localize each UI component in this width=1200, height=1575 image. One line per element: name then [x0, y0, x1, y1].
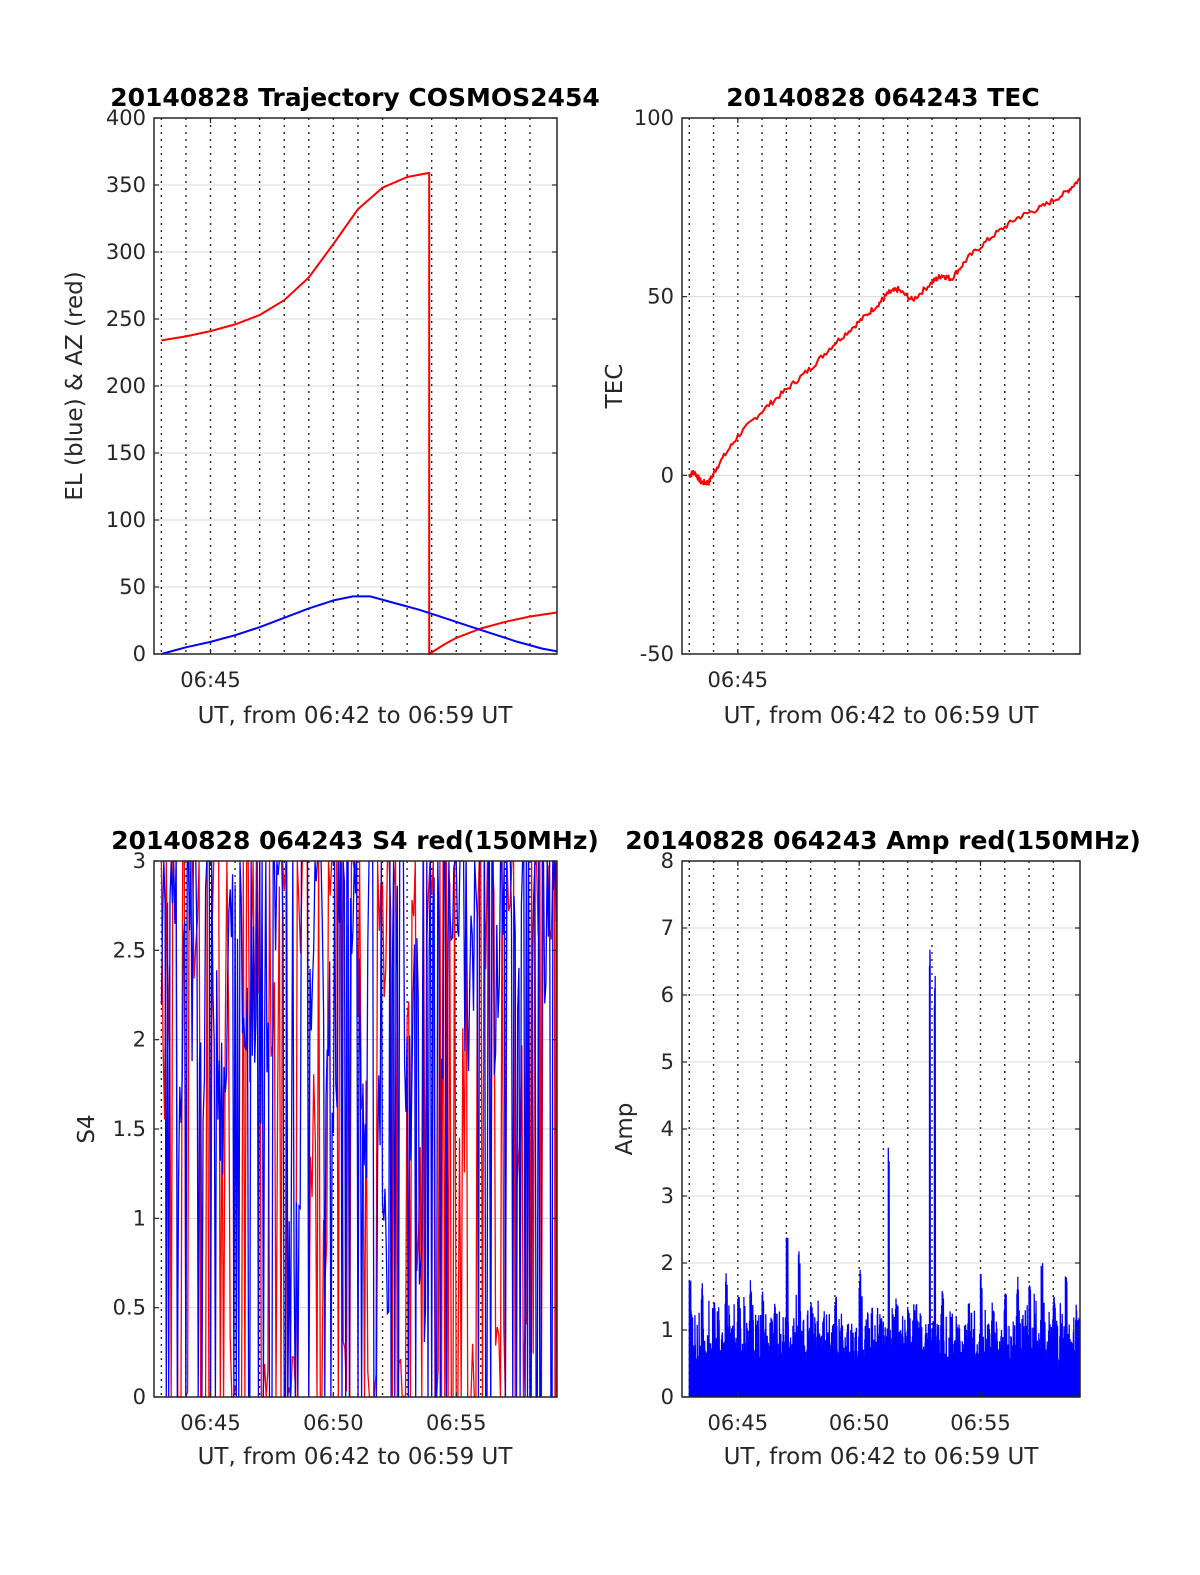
- y-tick-label: 3: [133, 849, 146, 873]
- y-tick-label: 1.5: [113, 1117, 146, 1141]
- tec-series-line: [688, 177, 1081, 486]
- y-tick-label: -50: [640, 642, 674, 666]
- panel-s4: 20140828 064243 S4 red(150MHz) 0 0.5 1 1.5 2…: [74, 826, 599, 1470]
- y-tick-label: 2.5: [113, 938, 146, 962]
- panel-tec: 20140828 064243 TEC -50 0 50 100 06:45 UT, f…: [602, 83, 1081, 729]
- x-axis-label: UT, from 06:42 to 06:59 UT: [198, 703, 514, 729]
- panel-amp-title: 20140828 064243 Amp red(150MHz): [625, 826, 1141, 855]
- x-tick-label: 06:45: [180, 1411, 241, 1435]
- y-tick-label: 1: [133, 1206, 146, 1230]
- y-tick-label: 150: [106, 441, 146, 465]
- y-tick-label: 6: [661, 983, 674, 1007]
- y-tick-label: 100: [106, 508, 146, 532]
- y-tick-label: 50: [647, 285, 674, 309]
- y-axis-label: TEC: [602, 364, 628, 410]
- x-tick-label: 06:50: [303, 1411, 364, 1435]
- x-axis-label: UT, from 06:42 to 06:59 UT: [724, 703, 1040, 729]
- y-tick-label: 0: [661, 463, 674, 487]
- y-axis-label: Amp: [612, 1103, 638, 1156]
- panel-trajectory-title: 20140828 Trajectory COSMOS2454: [110, 83, 600, 112]
- y-tick-label: 250: [106, 307, 146, 331]
- y-tick-label: 200: [106, 374, 146, 398]
- y-tick-label: 400: [106, 106, 146, 130]
- y-tick-label: 0: [661, 1385, 674, 1409]
- y-tick-label: 2: [133, 1028, 146, 1052]
- y-tick-label: 5: [661, 1050, 674, 1074]
- panel-trajectory: 20140828 Trajectory COSMOS2454 0 50 100 150…: [62, 83, 600, 729]
- y-tick-label: 0: [133, 642, 146, 666]
- y-axis-label: EL (blue) & AZ (red): [62, 271, 88, 500]
- y-tick-label: 1: [661, 1318, 674, 1342]
- y-tick-label: 3: [661, 1184, 674, 1208]
- elevation-series-line: [161, 595, 558, 655]
- x-tick-label: 06:45: [708, 668, 769, 692]
- x-tick-label: 06:45: [708, 1411, 769, 1435]
- panel-s4-title: 20140828 064243 S4 red(150MHz): [111, 826, 599, 855]
- y-tick-label: 7: [661, 916, 674, 940]
- y-tick-label: 2: [661, 1251, 674, 1275]
- s4-red-series-line: [160, 859, 558, 1399]
- x-axis-label: UT, from 06:42 to 06:59 UT: [724, 1444, 1040, 1470]
- azimuth-series-line: [161, 171, 558, 655]
- y-tick-label: 8: [661, 849, 674, 873]
- plot-frame: [681, 117, 1081, 655]
- x-axis-label: UT, from 06:42 to 06:59 UT: [198, 1444, 514, 1470]
- y-tick-label: 4: [661, 1117, 674, 1141]
- x-tick-label: 06:45: [180, 668, 241, 692]
- y-axis-label: S4: [74, 1114, 100, 1143]
- x-tick-label: 06:55: [950, 1411, 1011, 1435]
- panel-amp: 20140828 064243 Amp red(150MHz) 0 1 2 3 4 5 6 7…: [612, 826, 1141, 1470]
- x-tick-label: 06:50: [829, 1411, 890, 1435]
- y-tick-label: 0.5: [113, 1296, 146, 1320]
- y-tick-label: 50: [119, 575, 146, 599]
- y-tick-label: 100: [634, 106, 674, 130]
- y-tick-label: 0: [133, 1385, 146, 1409]
- x-tick-label: 06:55: [426, 1411, 487, 1435]
- amp-series-line: [688, 949, 1081, 1398]
- y-tick-label: 300: [106, 240, 146, 264]
- panel-tec-title: 20140828 064243 TEC: [726, 83, 1039, 112]
- y-tick-label: 350: [106, 173, 146, 197]
